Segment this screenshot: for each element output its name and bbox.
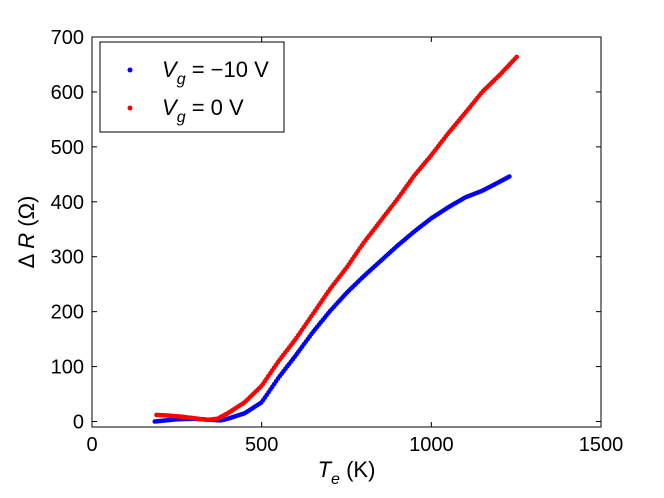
y-tick-label: 200 bbox=[51, 302, 84, 324]
y-tick-label: 700 bbox=[51, 27, 84, 49]
x-axis-symbol: T bbox=[318, 457, 333, 482]
x-tick-label: 0 bbox=[86, 434, 97, 456]
legend-symbol: V bbox=[162, 57, 179, 82]
legend-subscript: g bbox=[177, 71, 186, 88]
legend-marker bbox=[127, 105, 133, 111]
legend-entry: Vg = −10 V bbox=[162, 57, 269, 88]
y-tick-label: 500 bbox=[51, 137, 84, 159]
x-tick-label: 1000 bbox=[409, 434, 454, 456]
legend-value: = 0 V bbox=[186, 95, 244, 120]
y-axis-symbol: R bbox=[14, 233, 39, 249]
data-points bbox=[152, 54, 519, 424]
axes: 0 500 1000 1500 0 100 200 300 400 500 600 700 Te (K)… bbox=[14, 27, 623, 488]
y-tick-label: 400 bbox=[51, 192, 84, 214]
series-0 bbox=[152, 174, 512, 424]
x-axis-label: Te (K) bbox=[318, 457, 376, 488]
data-point bbox=[507, 174, 512, 179]
y-tick-label: 0 bbox=[73, 412, 84, 434]
y-axis-label: Δ R (Ω) bbox=[14, 196, 39, 269]
x-axis-unit: (K) bbox=[340, 457, 375, 482]
x-tick-label: 1500 bbox=[579, 434, 624, 456]
y-axis-prefix: Δ bbox=[14, 249, 39, 269]
y-tick-label: 600 bbox=[51, 82, 84, 104]
y-axis-unit: (Ω) bbox=[14, 196, 39, 233]
x-axis-subscript: e bbox=[331, 471, 340, 488]
series-1 bbox=[154, 54, 519, 423]
data-point bbox=[514, 54, 519, 60]
legend: Vg = −10 VVg = 0 V bbox=[99, 41, 285, 133]
x-tick-label: 500 bbox=[245, 434, 278, 456]
legend-marker bbox=[127, 67, 133, 73]
legend-value: = −10 V bbox=[186, 57, 270, 82]
legend-symbol: V bbox=[162, 95, 179, 120]
legend-box bbox=[99, 41, 285, 133]
y-tick-label: 100 bbox=[51, 357, 84, 379]
legend-entry: Vg = 0 V bbox=[162, 95, 244, 126]
y-tick-label: 300 bbox=[51, 247, 84, 269]
legend-subscript: g bbox=[177, 109, 186, 126]
